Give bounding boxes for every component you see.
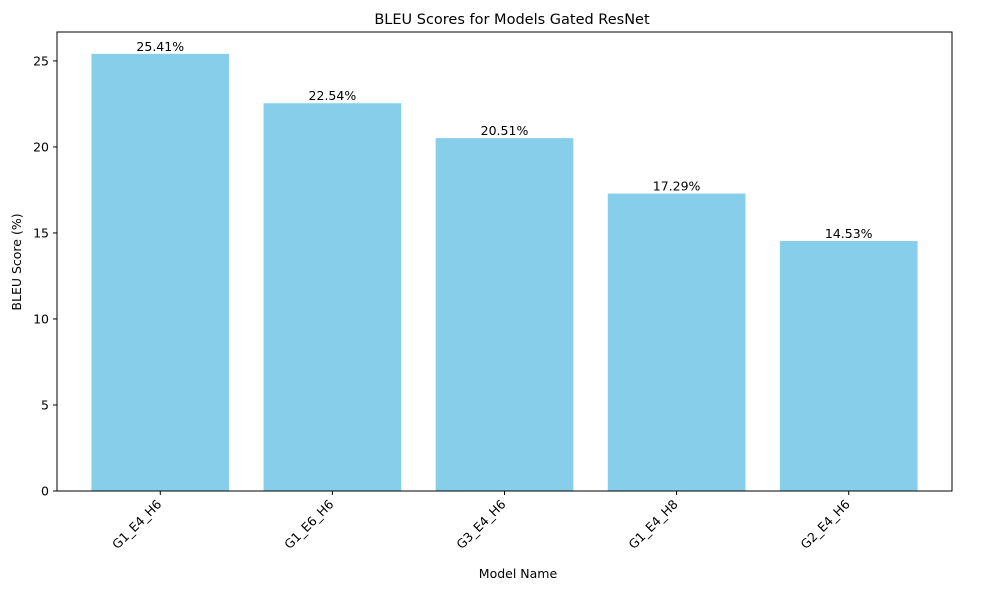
data-labels: 25.41% 22.54% 20.51% 17.29% 14.53% bbox=[136, 39, 872, 241]
y-tick-label-2: 10 bbox=[33, 311, 49, 326]
y-tick-label-5: 25 bbox=[33, 53, 49, 68]
data-label-G1_E6_H6: 22.54% bbox=[309, 88, 357, 103]
y-tick-label-3: 15 bbox=[33, 225, 49, 240]
x-tick-label-G3_E4_H6: G3_E4_H6 bbox=[453, 496, 508, 551]
x-tick-label-G1_E6_H6: G1_E6_H6 bbox=[281, 496, 336, 551]
data-label-G1_E4_H6: 25.41% bbox=[136, 39, 184, 54]
bar-G1_E6_H6 bbox=[263, 103, 402, 492]
y-tick-label-1: 5 bbox=[41, 397, 49, 412]
x-tick-label-G2_E4_H6: G2_E4_H6 bbox=[797, 496, 852, 551]
bar-G3_E4_H6 bbox=[435, 138, 574, 491]
y-tick-label-0: 0 bbox=[41, 484, 49, 499]
y-axis-label: BLEU Score (%) bbox=[9, 213, 24, 310]
x-tick-label-G1_E4_H6: G1_E4_H6 bbox=[109, 496, 164, 551]
bar-G1_E4_H8 bbox=[607, 193, 746, 491]
plot-frame bbox=[56, 31, 953, 492]
bar-G1_E4_H6 bbox=[91, 53, 230, 492]
y-tick-label-4: 20 bbox=[33, 139, 49, 154]
x-tick-label-G1_E4_H8: G1_E4_H8 bbox=[625, 496, 680, 551]
data-label-G2_E4_H6: 14.53% bbox=[825, 226, 873, 241]
x-axis-label: Model Name bbox=[479, 566, 558, 581]
bars bbox=[91, 53, 918, 492]
y-axis: 0 5 10 15 20 25 bbox=[33, 53, 57, 499]
bar-G2_E4_H6 bbox=[779, 241, 918, 491]
data-label-G3_E4_H6: 20.51% bbox=[481, 123, 529, 138]
x-axis: G1_E4_H6 G1_E6_H6 G3_E4_H6 G1_E4_H8 G2_E4_H6 bbox=[109, 491, 853, 552]
chart-title: BLEU Scores for Models Gated ResNet bbox=[374, 12, 650, 28]
data-label-G1_E4_H8: 17.29% bbox=[653, 179, 701, 194]
